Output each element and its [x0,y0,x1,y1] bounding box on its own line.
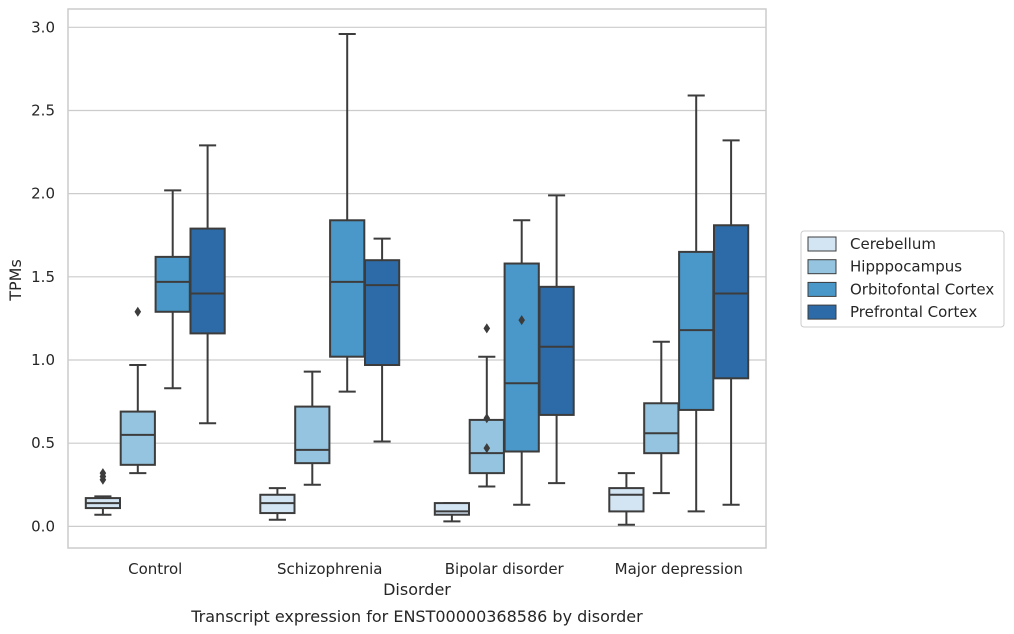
legend: Cerebellum Hipppocampus Orbitofontal Corte… [800,230,1005,328]
y-axis-title: TPMs [6,259,25,302]
x-tick-label: Schizophrenia [277,560,382,578]
box-iqr [329,219,366,358]
outlier-point [483,323,491,334]
y-tick-label: 2.0 [31,185,55,203]
outlier-point [483,443,491,454]
y-tick-label: 3.0 [31,18,55,36]
x-tick-labels: Control Schizophrenia Bipolar disorder Majo… [128,560,743,578]
box-hipppocampus [294,370,331,486]
box-prefrontal-cortex [189,144,226,425]
box-hipppocampus [468,323,505,488]
y-tick-label: 1.0 [31,351,55,369]
box-iqr [363,259,401,367]
box-iqr [154,255,191,313]
y-tick-label: 2.5 [31,101,55,119]
box-iqr [503,262,540,453]
chart-caption: Transcript expression for ENST0000036858… [190,607,643,626]
outlier-point [518,315,525,326]
box-iqr [294,405,331,465]
legend-label: Cerebellum [850,235,936,253]
legend-swatch [807,304,837,320]
plot-frame [67,8,767,549]
box-hipppocampus [643,340,680,495]
box-hipppocampus [119,306,156,475]
box-prefrontal-cortex [712,139,750,506]
box-cerebellum [259,487,296,521]
y-tick-label: 0.5 [31,434,55,452]
box-orbitofontal-cortex [503,219,540,506]
box-cerebellum [84,468,122,516]
box-iqr [189,227,226,335]
box-prefrontal-cortex [538,194,575,485]
box-iqr [643,402,680,455]
box-series [84,32,750,526]
legend-label: Orbitofontal Cortex [850,280,994,298]
outlier-point [99,468,107,479]
y-tick-label: 0.0 [31,517,55,535]
legend-frame [800,230,1005,328]
box-cerebellum [608,472,645,526]
legend-label: Hipppocampus [850,258,962,276]
box-iqr [538,285,575,416]
x-tick-label: Bipolar disorder [445,560,565,578]
box-cerebellum [433,502,471,523]
legend-swatch [807,236,837,252]
legend-swatch [807,281,837,297]
y-tick-label: 1.5 [31,268,55,286]
box-iqr [608,487,645,513]
outlier-point [134,306,142,317]
box-orbitofontal-cortex [678,94,715,513]
x-tick-label: Major depression [615,560,743,578]
x-tick-label: Control [128,560,182,578]
legend-label: Prefrontal Cortex [850,303,977,321]
x-axis-title: Disorder [383,580,451,599]
box-iqr [712,224,750,380]
box-orbitofontal-cortex [329,32,366,393]
box-prefrontal-cortex [363,237,401,443]
outlier-point [483,413,491,424]
box-iqr [433,502,471,516]
legend-swatch [807,259,837,275]
y-tick-labels: 0.0 0.5 1.0 1.5 2.0 2.5 3.0 [31,18,55,535]
box-iqr [119,410,156,466]
